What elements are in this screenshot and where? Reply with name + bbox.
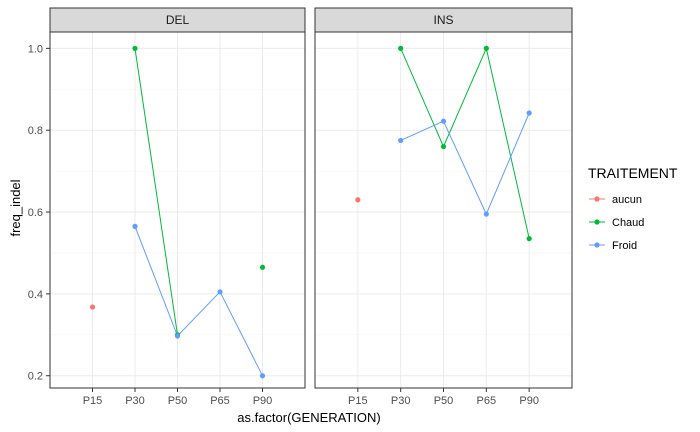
x-tick-label: P50 bbox=[168, 395, 188, 407]
data-point-froid-p30 bbox=[398, 137, 404, 144]
series-line-chaud bbox=[400, 46, 530, 239]
y-tick-label: 0.2 bbox=[28, 371, 43, 383]
data-point-chaud-p50 bbox=[440, 143, 447, 150]
legend-key-point bbox=[594, 219, 600, 225]
x-tick-label: P65 bbox=[477, 395, 497, 407]
y-axis: 0.2 0.4 0.6 0.8 1.0 bbox=[28, 43, 50, 383]
x-tick-label: P90 bbox=[253, 395, 273, 407]
legend-key-point bbox=[594, 196, 600, 202]
data-point-chaud-p65 bbox=[483, 45, 489, 51]
y-tick-label: 0.6 bbox=[28, 207, 43, 219]
x-tick-label: P30 bbox=[391, 395, 411, 407]
data-point-froid-p65 bbox=[483, 211, 489, 217]
legend-label: aucun bbox=[612, 194, 642, 206]
series-line-froid bbox=[400, 112, 530, 216]
y-tick-label: 1.0 bbox=[28, 43, 43, 55]
x-axis-title: as.factor(GENERATION) bbox=[237, 410, 381, 425]
data-point-aucun-p15 bbox=[355, 197, 361, 203]
x-tick-label: P15 bbox=[348, 395, 368, 407]
facet-strip bbox=[49, 7, 306, 33]
facet-strip-label: INS bbox=[433, 13, 453, 27]
x-tick-label: P30 bbox=[125, 395, 145, 407]
facet-ins: INS P15 P30 P50 P65 P90 bbox=[314, 7, 573, 407]
y-tick-label: 0.8 bbox=[28, 125, 43, 137]
y-tick-label: 0.4 bbox=[28, 289, 43, 301]
x-tick-label: P65 bbox=[210, 395, 230, 407]
legend-title: TRAITEMENT bbox=[588, 165, 678, 181]
legend-label: Froid bbox=[612, 240, 637, 252]
data-point-froid-p90 bbox=[526, 110, 532, 116]
x-tick-label: P15 bbox=[83, 395, 103, 407]
facet-strip-label: DEL bbox=[166, 13, 190, 27]
data-point-froid-p65 bbox=[217, 289, 223, 295]
facet-del: DEL P15 P30 P50 P65 P90 bbox=[49, 7, 306, 407]
x-tick-label: P90 bbox=[519, 395, 539, 407]
legend: TRAITEMENT aucun Chaud Froid bbox=[588, 165, 678, 252]
legend-key-point bbox=[594, 242, 600, 248]
data-point-chaud-p30 bbox=[132, 45, 138, 51]
data-point-chaud-p90 bbox=[526, 236, 532, 242]
facet-panels: DEL P15 P30 P50 P65 P90 INS P15 P30 P50 P65 P90 bbox=[49, 7, 573, 407]
legend-item-froid: Froid bbox=[589, 240, 637, 252]
data-point-froid-p30 bbox=[132, 223, 138, 229]
y-axis-title: freq_indel bbox=[8, 179, 23, 236]
series-line-chaud bbox=[134, 48, 178, 335]
legend-label: Chaud bbox=[612, 217, 644, 229]
data-point-froid-p50 bbox=[174, 333, 181, 339]
series-line-froid bbox=[134, 226, 263, 376]
legend-item-aucun: aucun bbox=[589, 194, 642, 206]
x-tick-label: P50 bbox=[434, 395, 454, 407]
data-point-froid-p50 bbox=[440, 118, 447, 124]
data-point-aucun-p15 bbox=[89, 304, 96, 310]
data-point-chaud-p30 bbox=[398, 45, 404, 51]
data-point-chaud-p90 bbox=[259, 264, 266, 270]
data-point-froid-p90 bbox=[259, 373, 266, 379]
facet-strip bbox=[314, 7, 573, 33]
legend-item-chaud: Chaud bbox=[589, 217, 644, 229]
